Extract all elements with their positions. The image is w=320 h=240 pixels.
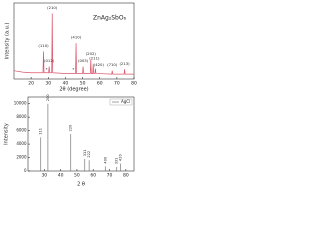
x-tick-label: 70 xyxy=(114,81,120,87)
legend-label: AgCl xyxy=(121,99,130,104)
peak-annotation: * xyxy=(46,66,48,71)
x-tick-label: 70 xyxy=(107,173,113,179)
peak-label: 222 xyxy=(87,151,91,158)
x-tick-label: 30 xyxy=(41,173,47,179)
x-tick-label: 50 xyxy=(74,173,80,179)
x-tick-label: 60 xyxy=(97,81,103,87)
x-tick-label: 60 xyxy=(90,173,96,179)
top-frame xyxy=(13,2,135,80)
x-tick-label: 80 xyxy=(131,81,137,87)
peak-annotation: * xyxy=(72,66,74,71)
x-tick-label: 40 xyxy=(63,81,69,87)
peak-annotation: (003) xyxy=(78,58,89,63)
peak-label: 400 xyxy=(103,157,107,164)
peak-annotation: (211) xyxy=(89,55,100,60)
x-tick-label: 30 xyxy=(45,81,51,87)
y-tick-label: 0 xyxy=(24,168,27,173)
y-tick-label: 10000 xyxy=(14,101,27,106)
y-tick-label: 6000 xyxy=(16,128,27,133)
peak-annotation: (012) xyxy=(44,58,55,63)
peak-annotation: (410) xyxy=(71,35,82,40)
peak-label: 420 xyxy=(118,154,122,161)
bottom-frame xyxy=(27,96,135,172)
top-x-label: 2θ (degree) xyxy=(59,87,88,93)
pattern-line xyxy=(13,13,134,75)
peak-label: 200 xyxy=(46,94,50,101)
y-tick-label: 4000 xyxy=(16,141,27,146)
top-y-label: Intensity (a.u.) xyxy=(5,23,11,60)
x-tick-label: 40 xyxy=(58,173,64,179)
peak-label: 331 xyxy=(115,158,119,165)
bottom-x-label: 2 θ xyxy=(77,182,85,188)
x-tick-label: 50 xyxy=(80,81,86,87)
x-tick-label: 80 xyxy=(123,173,129,179)
bottom-y-label: Intensity xyxy=(4,123,10,145)
peak-annotation: (420) xyxy=(94,62,105,67)
chart: ZnAg₂SbO₆ 2θ (degree) Intensity (a.u.) 2… xyxy=(4,2,137,188)
peak-annotation: (110) xyxy=(38,43,49,48)
peak-label: 111 xyxy=(39,128,43,135)
x-tick-label: 20 xyxy=(28,81,34,87)
peak-annotation: (202) xyxy=(86,51,97,56)
top-title: ZnAg₂SbO₆ xyxy=(93,15,127,22)
peak-annotation: (213) xyxy=(119,61,130,66)
y-tick-label: 2000 xyxy=(16,155,27,160)
y-tick-label: 8000 xyxy=(16,114,27,119)
peak-annotation: (710) xyxy=(107,62,118,67)
peak-label: 220 xyxy=(69,125,73,132)
peak-label: 311 xyxy=(83,150,87,157)
legend-box xyxy=(109,98,133,106)
peak-annotation: (210) xyxy=(47,5,58,10)
